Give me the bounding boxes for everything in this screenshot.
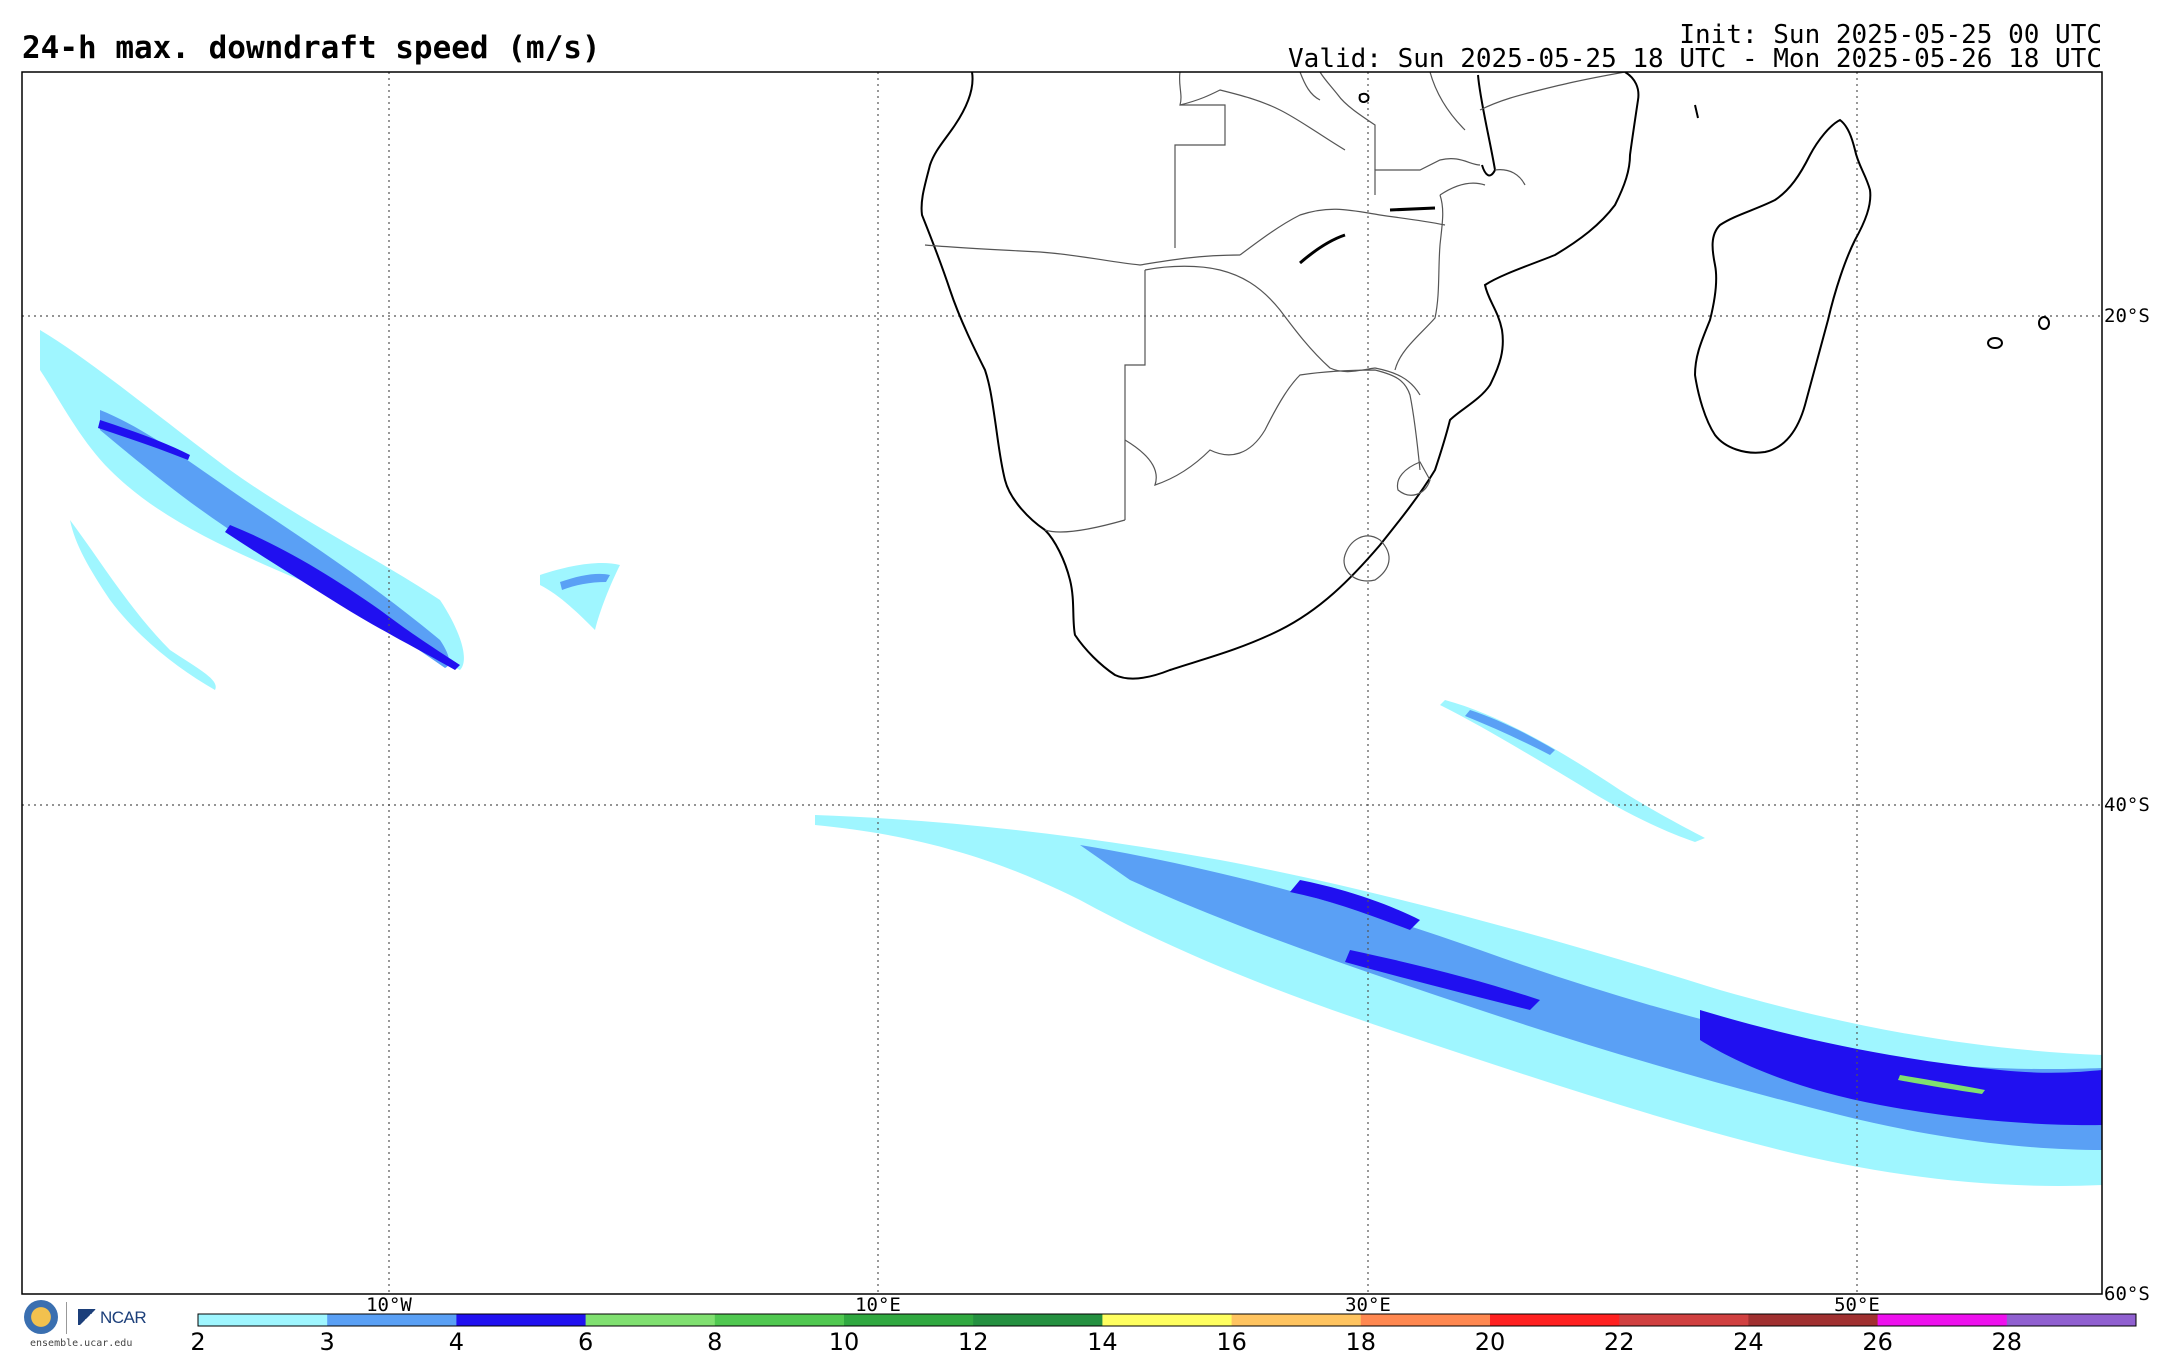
lat-label-20s: 20°S bbox=[2104, 305, 2150, 327]
legend-tick-label: 18 bbox=[1346, 1328, 1377, 1354]
lake-cahora bbox=[1389, 206, 1436, 212]
legend-swatch-4 bbox=[714, 1314, 845, 1326]
legend-swatch-2 bbox=[456, 1314, 587, 1326]
valid-time: Valid: Sun 2025-05-25 18 UTC - Mon 2025-… bbox=[1288, 44, 2102, 74]
legend-swatch-13 bbox=[1877, 1314, 2008, 1326]
legend-border bbox=[197, 1313, 2137, 1327]
legend-swatch-6 bbox=[973, 1314, 1103, 1326]
legend-tick-label: 22 bbox=[1604, 1328, 1635, 1354]
legend-swatch-7 bbox=[1102, 1314, 1233, 1326]
lat-label-60s: 60°S bbox=[2104, 1283, 2150, 1305]
plot-frame bbox=[21, 71, 2103, 1295]
legend-swatch-0 bbox=[198, 1314, 328, 1326]
logo-group: NCAR ensemble.ucar.edu bbox=[24, 1300, 164, 1352]
lake-malawi bbox=[1477, 74, 1497, 177]
legend-swatch-3 bbox=[585, 1314, 716, 1326]
madagascar-coastline bbox=[1693, 118, 1872, 454]
legend-tick-label: 3 bbox=[320, 1328, 335, 1354]
legend-tick-label: 26 bbox=[1862, 1328, 1893, 1354]
legend-swatch-14 bbox=[2006, 1314, 2137, 1326]
reunion bbox=[2038, 316, 2050, 330]
legend-tick-label: 8 bbox=[707, 1328, 722, 1354]
legend-swatch-1 bbox=[327, 1314, 457, 1326]
downdraft-cluster-west bbox=[40, 330, 620, 690]
lake-kariba bbox=[1299, 233, 1346, 265]
legend-tick-label: 4 bbox=[449, 1328, 464, 1354]
legend-tick-label: 2 bbox=[190, 1328, 205, 1354]
country-borders bbox=[924, 72, 1626, 582]
mauritius bbox=[1987, 337, 2003, 349]
lon-label-30e: 30°E bbox=[1345, 1294, 1391, 1316]
africa-coastline bbox=[920, 72, 1640, 680]
legend-tick-label: 6 bbox=[578, 1328, 593, 1354]
legend-tick-label: 10 bbox=[829, 1328, 860, 1354]
legend-tick-label: 28 bbox=[1992, 1328, 2023, 1354]
map-title: 24-h max. downdraft speed (m/s) bbox=[22, 30, 601, 66]
legend-swatch-10 bbox=[1490, 1314, 1620, 1326]
ncar-mark-icon bbox=[78, 1309, 98, 1325]
downdraft-streak-mid bbox=[1440, 700, 1705, 842]
legend-swatch-8 bbox=[1231, 1314, 1362, 1326]
legend-swatch-9 bbox=[1360, 1314, 1491, 1326]
source-url: ensemble.ucar.edu bbox=[30, 1338, 133, 1349]
lat-label-40s: 40°S bbox=[2104, 794, 2150, 816]
downdraft-band-south bbox=[815, 815, 2102, 1186]
legend-swatch-12 bbox=[1748, 1314, 1879, 1326]
lon-labels: 10°W 10°E 30°E 50°E bbox=[366, 1294, 1880, 1316]
lon-label-10w: 10°W bbox=[366, 1294, 412, 1316]
init-time: Init: Sun 2025-05-25 00 UTC bbox=[1679, 20, 2102, 50]
lon-label-10e: 10°E bbox=[855, 1294, 901, 1316]
nsf-logo-icon bbox=[24, 1300, 58, 1334]
legend-tick-label: 16 bbox=[1216, 1328, 1247, 1354]
legend-swatch-5 bbox=[844, 1314, 974, 1326]
comoros bbox=[1694, 104, 1699, 119]
color-legend: 2 3 4 6 8 10 12 14 16 18 20 22 24 26 28 bbox=[190, 1313, 2137, 1354]
legend-tick-label: 12 bbox=[958, 1328, 989, 1354]
legend-tick-label: 14 bbox=[1087, 1328, 1118, 1354]
lat-labels: 20°S 40°S 60°S bbox=[2104, 305, 2150, 1305]
lon-label-50e: 50°E bbox=[1834, 1294, 1880, 1316]
logo-divider bbox=[66, 1302, 67, 1334]
graticule bbox=[22, 72, 2102, 1294]
ncar-logo-text: NCAR bbox=[100, 1308, 147, 1327]
lake-tanganyika bbox=[1358, 92, 1370, 104]
legend-swatch-11 bbox=[1619, 1314, 1749, 1326]
legend-tick-label: 24 bbox=[1733, 1328, 1764, 1354]
ncar-logo: NCAR bbox=[78, 1308, 147, 1328]
legend-tick-label: 20 bbox=[1475, 1328, 1506, 1354]
